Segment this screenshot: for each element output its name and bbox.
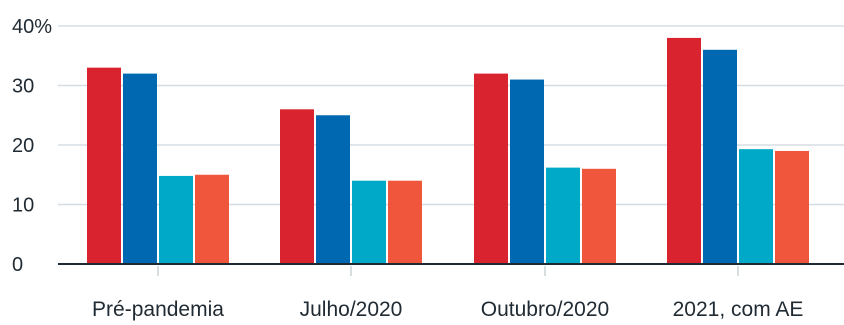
y-tick-label: 10 [12,195,34,217]
y-tick-label: 20 [12,135,34,157]
bar [316,115,350,264]
x-tick-label: 2021, com AE [673,298,804,321]
x-tick-label: Julho/2020 [300,298,403,321]
bar [280,109,314,264]
bars-layer [87,37,809,265]
bar [582,168,616,264]
bar [87,67,121,265]
bar [703,49,737,264]
bar [667,37,701,265]
bar [546,167,580,264]
bar [123,73,157,264]
bar [775,150,809,264]
x-tick-label: Outubro/2020 [481,298,609,321]
bar [159,175,193,264]
bar [352,180,386,264]
bar [739,149,773,264]
bar [510,79,544,264]
x-tick-label: Pré-pandemia [92,298,224,321]
bar [195,174,229,264]
bar [474,73,508,264]
y-tick-label: 30 [12,76,34,98]
bar [388,180,422,264]
axis-layer: 0 10 20 30 40% Pré-pandemia Julho/2020 Outubro/… [12,16,844,321]
y-tick-label: 0 [12,254,23,276]
y-tick-label: 40% [12,16,52,38]
